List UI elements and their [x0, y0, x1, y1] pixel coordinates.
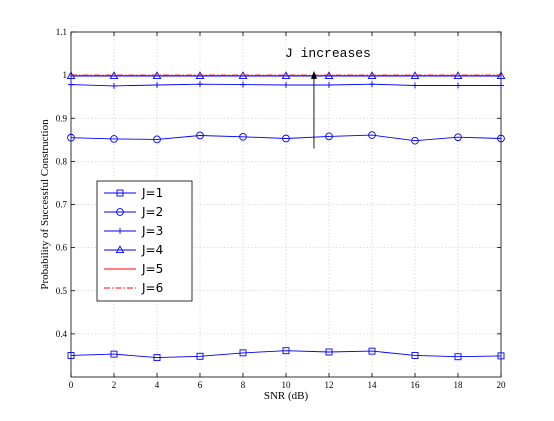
annotation-text: J increases: [285, 46, 371, 61]
square-marker: [325, 348, 333, 356]
x-tick-label: 14: [368, 380, 378, 390]
series-j-3: [68, 81, 504, 89]
square-marker: [196, 352, 204, 360]
square-marker: [282, 347, 290, 355]
square-marker: [368, 347, 376, 355]
square-marker: [239, 349, 247, 357]
circle-marker: [282, 134, 290, 143]
legend-label: J=2: [141, 205, 163, 219]
plus-marker: [68, 81, 74, 88]
circle-marker: [325, 132, 333, 141]
circle-marker: [116, 208, 124, 216]
plus-marker: [369, 81, 375, 88]
x-tick-label: 0: [69, 380, 74, 390]
circle-marker: [368, 131, 376, 139]
legend-item: J=5: [104, 262, 163, 276]
legend-item: J=3: [104, 224, 163, 238]
y-tick-label: 0.4: [56, 329, 68, 339]
square-marker: [153, 354, 161, 362]
x-tick-label: 20: [497, 380, 507, 390]
plus-marker: [326, 82, 332, 89]
square-marker: [497, 352, 505, 360]
legend-label: J=6: [141, 281, 163, 295]
legend-label: J=1: [141, 186, 163, 200]
circle-marker: [196, 131, 204, 140]
series-line: [70, 350, 502, 359]
plus-marker: [240, 81, 246, 88]
square-marker: [110, 350, 118, 358]
circle-marker: [411, 136, 419, 145]
x-tick-label: 10: [282, 380, 292, 390]
series-j-1: [67, 347, 505, 362]
triangle-marker: [115, 245, 125, 254]
plus-marker: [154, 82, 160, 89]
plus-marker: [412, 82, 418, 89]
x-tick-label: 2: [112, 380, 117, 390]
circle-marker: [239, 132, 247, 141]
x-tick-label: 12: [325, 380, 334, 390]
legend-label: J=4: [141, 243, 163, 257]
y-tick-label: 1.1: [56, 27, 67, 37]
plus-marker: [455, 82, 461, 89]
legend-label: J=5: [141, 262, 163, 276]
annotation-arrow-head: [310, 70, 317, 79]
square-marker: [454, 353, 462, 361]
series-line: [70, 134, 502, 142]
legend-item: J=1: [104, 186, 163, 200]
legend-box: [96, 180, 193, 302]
y-tick-label: 0.6: [56, 243, 68, 253]
circle-marker: [67, 133, 75, 142]
axis-ticks: 0 2 4 6 8 10 12 14 16 18 20 0.4 0.5 0.6 0.7 0.8 0.9 1 1.1: [56, 27, 506, 390]
x-tick-label: 8: [241, 380, 246, 390]
y-tick-label: 0.7: [56, 200, 68, 210]
y-axis-title: Probability of Successful Construction: [39, 119, 51, 290]
plus-marker: [498, 82, 504, 89]
circle-marker: [110, 135, 118, 143]
annotations: J increases: [285, 46, 371, 149]
x-tick-label: 6: [198, 380, 203, 390]
circle-marker: [153, 135, 161, 144]
plus-marker: [197, 81, 203, 88]
circle-marker: [497, 134, 505, 143]
legend-item: J=6: [104, 281, 163, 295]
legend-item: J=4: [104, 243, 163, 257]
series-j-2: [67, 131, 505, 145]
y-tick-label: 1: [63, 70, 68, 80]
square-marker: [411, 351, 419, 359]
circle-marker: [454, 133, 462, 142]
plus-marker: [117, 228, 123, 234]
y-tick-label: 0.9: [56, 113, 68, 123]
x-tick-label: 18: [454, 380, 464, 390]
x-axis-title: SNR (dB): [264, 390, 309, 402]
legend-label: J=3: [141, 224, 163, 238]
y-tick-label: 0.8: [56, 156, 68, 166]
x-tick-label: 16: [411, 380, 421, 390]
series: [66, 71, 506, 362]
plus-marker: [111, 82, 117, 89]
legend-item: J=2: [104, 205, 163, 219]
square-marker: [67, 351, 75, 359]
square-marker: [116, 189, 124, 197]
legend: J=1 J=2 J=3 J=4 J=5 J=6: [96, 180, 193, 302]
y-tick-label: 0.5: [56, 286, 68, 296]
plus-marker: [283, 82, 289, 89]
x-tick-label: 4: [155, 380, 160, 390]
